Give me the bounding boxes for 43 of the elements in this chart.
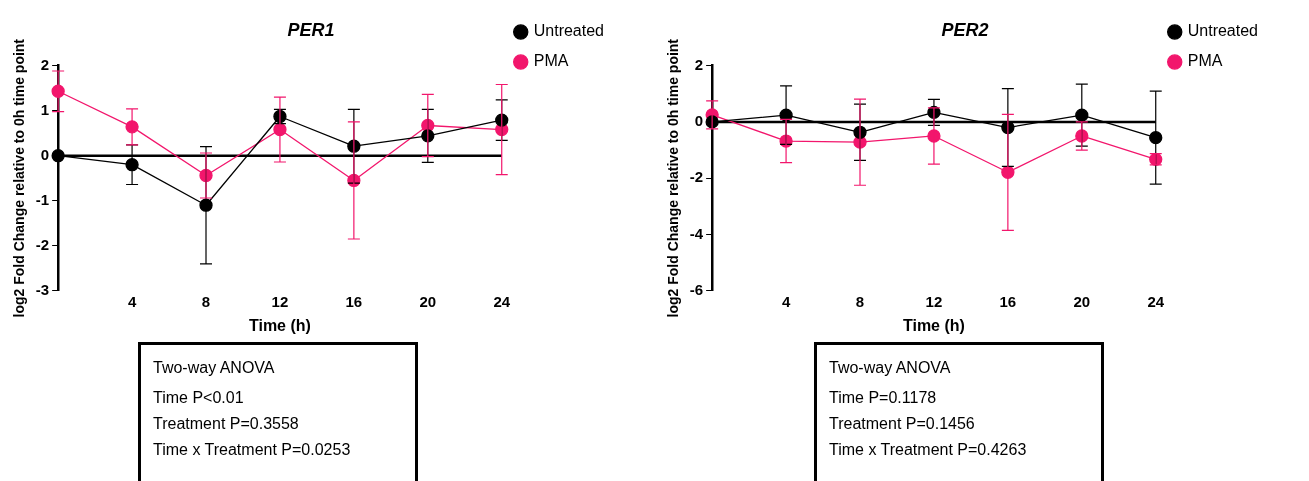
x-tick-label: 16 (345, 292, 363, 310)
x-tick-label: 24 (1147, 292, 1165, 310)
y-axis-title: log2 Fold Change relative to 0h time point (11, 38, 28, 318)
y-tick-label: 2 (694, 55, 704, 73)
x-tick-label: 12 (271, 292, 289, 310)
x-tick-label: 16 (999, 292, 1017, 310)
y-tick-label: 2 (40, 55, 50, 73)
legend-label: PMA (1187, 52, 1223, 70)
y-tick-label: -6 (689, 280, 704, 298)
x-tick-label: 4 (127, 292, 137, 310)
text: Two-way ANOVA (153, 358, 276, 378)
x-tick-label: 8 (855, 292, 865, 310)
point (51, 149, 65, 163)
y-tick-label: -3 (35, 280, 50, 298)
x-tick-label: 8 (201, 292, 211, 310)
x-axis-title: Time (h) (248, 316, 311, 334)
x-axis-title: Time (h) (902, 316, 965, 334)
x-tick-label: 20 (1073, 292, 1091, 310)
legend-label: Untreated (533, 22, 604, 40)
x-tick-label: 4 (781, 292, 791, 310)
text: Time P=0.1178 (829, 388, 938, 408)
legend-label: PMA (533, 52, 569, 70)
y-tick-label: 1 (40, 100, 50, 118)
text: Two-way ANOVA (829, 358, 952, 378)
legend-label: Untreated (1187, 22, 1258, 40)
y-tick-label: -2 (35, 235, 50, 253)
text: Time x Treatment P=0.4263 (829, 440, 1028, 460)
text: Time P<0.01 (153, 388, 245, 408)
y-tick-label: -2 (689, 168, 704, 186)
y-tick-label: 0 (40, 145, 50, 163)
y-tick-label: 0 (694, 112, 704, 130)
y-tick-label: -1 (35, 190, 50, 208)
point (1149, 131, 1163, 145)
x-tick-label: 24 (493, 292, 511, 310)
y-tick-label: -4 (689, 224, 704, 242)
text: Treatment P=0.1456 (829, 414, 976, 434)
x-tick-label: 20 (419, 292, 437, 310)
chart-title: PER1 (287, 19, 335, 40)
chart-title: PER2 (941, 19, 989, 40)
y-axis-title: log2 Fold Change relative to 0h time point (665, 38, 682, 318)
x-tick-label: 12 (925, 292, 943, 310)
text: Treatment P=0.3558 (153, 414, 300, 434)
text: Time x Treatment P=0.0253 (153, 440, 352, 460)
